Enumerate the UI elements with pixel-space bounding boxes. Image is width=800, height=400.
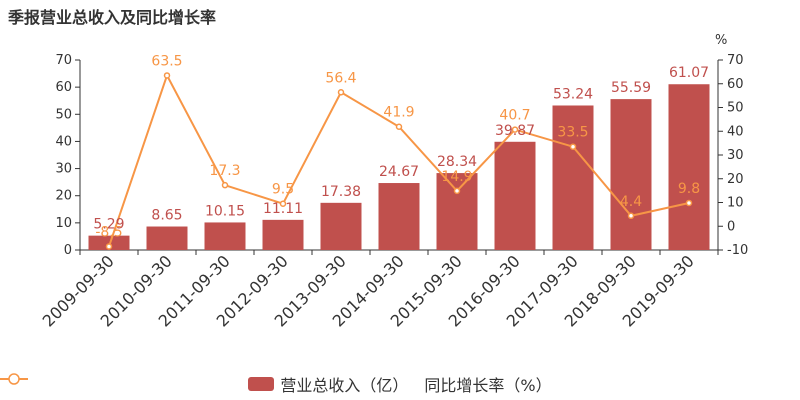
bar — [494, 141, 536, 250]
y-right-tick-label: 10 — [727, 196, 744, 211]
y-right-tick-label: 60 — [727, 77, 744, 92]
legend-swatch-line — [0, 373, 28, 385]
growth-value-label: 40.7 — [499, 108, 530, 124]
growth-point — [511, 126, 519, 133]
growth-value-label: 9.5 — [272, 182, 294, 198]
bar — [552, 105, 594, 251]
y-right-tick-label: -10 — [727, 243, 748, 258]
bar-value-label: 39.87 — [495, 123, 535, 139]
bar — [204, 222, 246, 250]
bar-value-label: 24.67 — [379, 164, 419, 180]
bar-value-label: 55.59 — [611, 80, 651, 96]
growth-point — [279, 200, 287, 207]
bar-value-label: 10.15 — [205, 203, 245, 219]
legend-label-revenue: 营业总收入（亿） — [280, 376, 409, 395]
growth-value-label: 14.9 — [441, 169, 472, 185]
y-left-tick-label: 10 — [55, 216, 72, 231]
bar-value-label: 5.29 — [93, 217, 124, 233]
y2-axis-unit: % — [715, 33, 727, 48]
bar — [378, 183, 420, 250]
growth-value-label: 41.9 — [383, 105, 414, 121]
growth-value-label: 33.5 — [557, 125, 588, 141]
bar — [88, 235, 130, 250]
y-left-tick-label: 60 — [55, 80, 72, 95]
y-right-tick-label: 70 — [727, 53, 744, 68]
y-left-tick-label: 70 — [55, 53, 72, 68]
bar — [436, 173, 478, 250]
y-right-tick-label: 40 — [727, 124, 744, 139]
y-left-tick-label: 40 — [55, 134, 72, 149]
legend-swatch-bar — [248, 377, 275, 391]
bar-value-label: 53.24 — [553, 86, 593, 102]
bar — [610, 99, 652, 250]
bar-value-label: 28.34 — [437, 154, 477, 170]
y-left-tick-label: 50 — [55, 107, 72, 122]
legend: 营业总收入（亿） 同比增长率（%） — [0, 372, 800, 396]
y-left-tick-label: 30 — [55, 162, 72, 177]
y-right-tick-label: 30 — [727, 148, 744, 163]
legend-item-growth[interactable]: 同比增长率（%） — [0, 372, 552, 396]
legend-item-revenue[interactable]: 营业总收入（亿） — [248, 372, 408, 396]
growth-value-label: 9.8 — [678, 181, 700, 197]
bar-value-label: 11.11 — [263, 201, 303, 217]
growth-point — [337, 89, 345, 96]
growth-point — [685, 199, 693, 207]
bar-value-label: 17.38 — [321, 184, 361, 200]
growth-value-label: 17.3 — [209, 163, 240, 179]
chart-title: 季报营业总收入及同比增长率 — [8, 8, 217, 27]
bar — [262, 219, 304, 250]
y-left-tick-label: 0 — [64, 243, 72, 258]
growth-point — [163, 72, 171, 79]
growth-value-label: 56.4 — [325, 70, 356, 86]
legend-label-growth: 同比增长率（%） — [424, 376, 552, 395]
bar — [146, 226, 188, 250]
y-right-tick-label: 50 — [727, 101, 744, 116]
bar-value-label: 61.07 — [669, 65, 709, 81]
growth-point — [453, 187, 461, 195]
growth-value-label: 63.5 — [151, 53, 182, 69]
y-right-tick-label: 0 — [727, 219, 735, 234]
y-left-tick-label: 20 — [55, 189, 72, 204]
growth-value-label: 4.4 — [620, 194, 642, 210]
bar — [320, 202, 362, 250]
bar — [668, 84, 710, 250]
growth-point — [221, 181, 229, 189]
bar-value-label: 8.65 — [151, 208, 182, 224]
growth-point — [105, 243, 113, 250]
growth-point — [569, 143, 577, 150]
y-right-tick-label: 20 — [727, 172, 744, 187]
growth-point — [395, 123, 403, 130]
growth-value-label: -8.5 — [95, 224, 122, 240]
growth-point — [627, 212, 635, 220]
